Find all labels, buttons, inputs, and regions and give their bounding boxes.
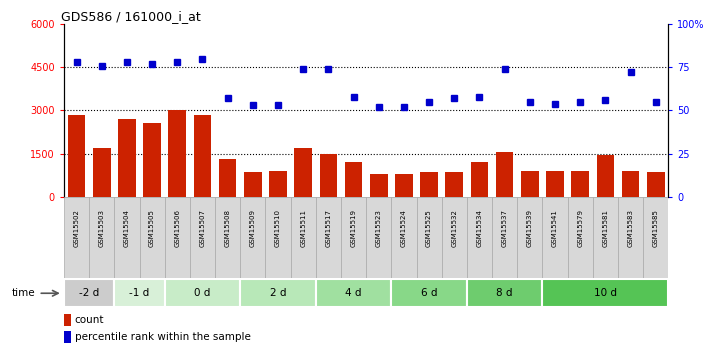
Bar: [64, 279, 114, 307]
Text: -1 d: -1 d: [129, 288, 149, 298]
Text: GSM15511: GSM15511: [300, 209, 306, 247]
Bar: [93, 148, 111, 197]
Text: -2 d: -2 d: [79, 288, 100, 298]
Bar: [240, 197, 265, 278]
Bar: [597, 155, 614, 197]
Text: 10 d: 10 d: [594, 288, 617, 298]
Bar: [240, 279, 316, 307]
Bar: [647, 172, 665, 197]
Text: GSM15502: GSM15502: [73, 209, 80, 247]
Bar: [521, 171, 539, 197]
Bar: [417, 197, 442, 278]
Bar: [68, 115, 85, 197]
Bar: [316, 279, 391, 307]
Text: GSM15532: GSM15532: [451, 209, 457, 247]
Text: 0 d: 0 d: [194, 288, 210, 298]
Bar: [467, 279, 542, 307]
Bar: [294, 148, 312, 197]
Bar: [169, 110, 186, 197]
Bar: [546, 171, 564, 197]
Bar: [496, 152, 513, 197]
Bar: [518, 197, 542, 278]
Text: GSM15583: GSM15583: [628, 209, 634, 247]
Bar: [492, 197, 517, 278]
Bar: [64, 314, 71, 326]
Bar: [215, 197, 240, 278]
Text: GSM15508: GSM15508: [225, 209, 230, 247]
Bar: [542, 279, 668, 307]
Bar: [139, 197, 165, 278]
Bar: [572, 171, 589, 197]
Text: GSM15517: GSM15517: [326, 209, 331, 247]
Bar: [395, 174, 413, 197]
Text: count: count: [75, 315, 105, 325]
Bar: [567, 197, 593, 278]
Bar: [244, 172, 262, 197]
Bar: [144, 124, 161, 197]
Bar: [165, 279, 240, 307]
Bar: [291, 197, 316, 278]
Text: GSM15525: GSM15525: [426, 209, 432, 247]
Text: GSM15541: GSM15541: [552, 209, 558, 247]
Bar: [345, 162, 363, 197]
Bar: [316, 197, 341, 278]
Bar: [442, 197, 467, 278]
Bar: [391, 279, 467, 307]
Bar: [341, 197, 366, 278]
Bar: [618, 197, 643, 278]
Bar: [366, 197, 391, 278]
Text: GSM15585: GSM15585: [653, 209, 659, 247]
Text: GSM15507: GSM15507: [200, 209, 205, 247]
Bar: [265, 197, 291, 278]
Bar: [420, 172, 438, 197]
Bar: [471, 162, 488, 197]
Text: GSM15503: GSM15503: [99, 209, 105, 247]
Bar: [64, 197, 89, 278]
Text: GSM15506: GSM15506: [174, 209, 181, 247]
Bar: [467, 197, 492, 278]
Bar: [193, 115, 211, 197]
Text: GSM15539: GSM15539: [527, 209, 533, 247]
Bar: [542, 197, 567, 278]
Bar: [219, 159, 237, 197]
Bar: [319, 154, 337, 197]
Bar: [165, 197, 190, 278]
Bar: [621, 171, 639, 197]
Text: GSM15537: GSM15537: [502, 209, 508, 247]
Bar: [114, 279, 165, 307]
Text: GSM15509: GSM15509: [250, 209, 256, 247]
Text: GSM15505: GSM15505: [149, 209, 155, 247]
Text: 8 d: 8 d: [496, 288, 513, 298]
Bar: [446, 172, 463, 197]
Text: GDS586 / 161000_i_at: GDS586 / 161000_i_at: [61, 10, 201, 23]
Text: 4 d: 4 d: [346, 288, 362, 298]
Text: GSM15534: GSM15534: [476, 209, 483, 247]
Bar: [118, 119, 136, 197]
Text: 2 d: 2 d: [269, 288, 287, 298]
Bar: [114, 197, 139, 278]
Text: 6 d: 6 d: [421, 288, 437, 298]
Text: GSM15504: GSM15504: [124, 209, 130, 247]
Bar: [593, 197, 618, 278]
Text: GSM15510: GSM15510: [275, 209, 281, 247]
Text: time: time: [11, 288, 35, 298]
Bar: [64, 331, 71, 343]
Text: GSM15524: GSM15524: [401, 209, 407, 247]
Text: GSM15581: GSM15581: [602, 209, 609, 247]
Text: GSM15519: GSM15519: [351, 209, 357, 247]
Bar: [89, 197, 114, 278]
Bar: [269, 171, 287, 197]
Bar: [391, 197, 417, 278]
Bar: [370, 174, 387, 197]
Text: GSM15523: GSM15523: [375, 209, 382, 247]
Text: percentile rank within the sample: percentile rank within the sample: [75, 333, 251, 342]
Text: GSM15579: GSM15579: [577, 209, 583, 247]
Bar: [643, 197, 668, 278]
Bar: [190, 197, 215, 278]
